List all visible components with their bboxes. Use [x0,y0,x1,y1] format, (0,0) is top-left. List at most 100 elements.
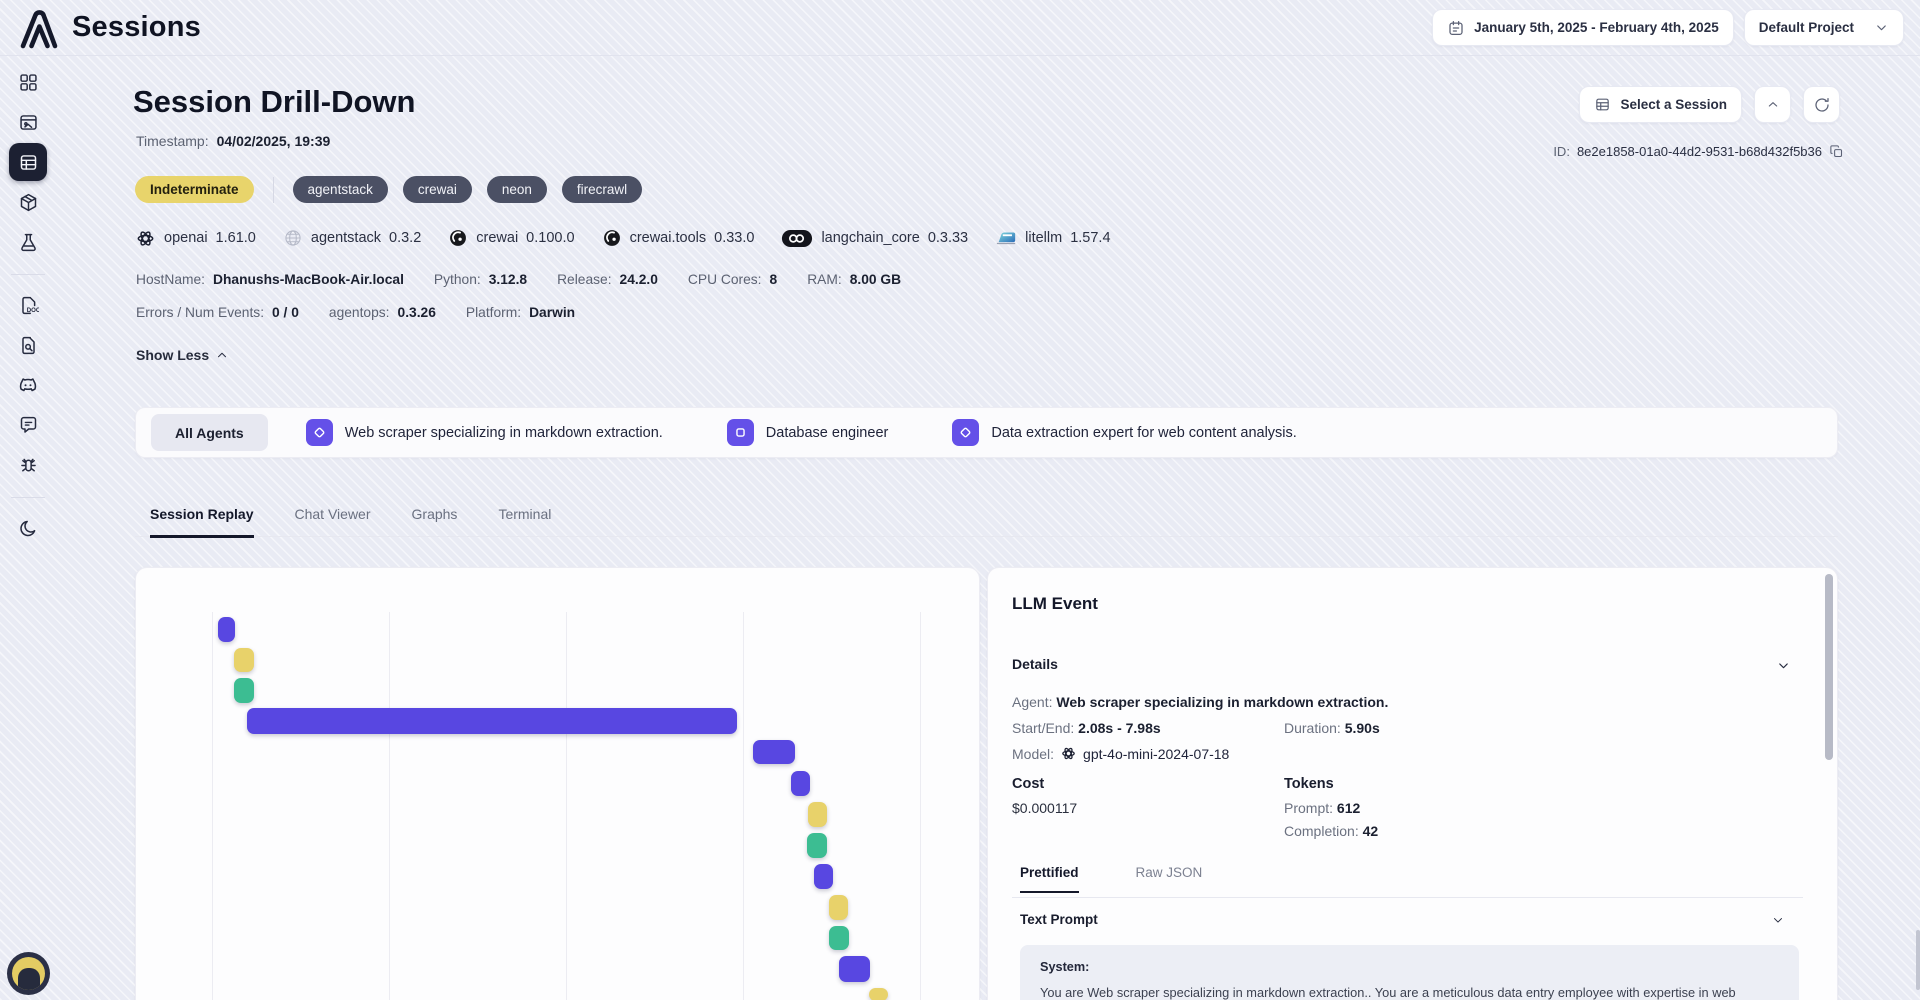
gantt-gridline [389,612,390,1000]
tab-raw-json[interactable]: Raw JSON [1135,865,1203,880]
package-name: litellm [1025,230,1063,246]
sidebar-item-docs[interactable]: DOC [9,286,47,324]
project-select-label: Default Project [1758,20,1854,35]
gantt-gridline [743,612,744,1000]
agentops-logo [16,5,62,51]
moon-icon [18,518,39,539]
gantt-event-bar[interactable] [829,926,849,950]
dark-mode-toggle[interactable] [9,509,47,547]
tab-terminal[interactable]: Terminal [498,506,552,522]
file-search-icon [18,335,39,356]
prompt-tokens-row: Prompt: 612 [1284,800,1360,816]
tabs-underline [135,536,1838,537]
gantt-gridline [212,612,213,1000]
package-version: 1.57.4 [1070,230,1111,246]
session-replay-gantt [135,567,980,1000]
select-session-label: Select a Session [1620,97,1727,112]
sidebar-item-bug-report[interactable] [9,446,47,484]
window-scrollbar[interactable] [1916,930,1920,990]
sidebar-item-overview[interactable] [9,63,47,101]
package-openai: openai 1.61.0 [135,228,256,249]
chevrons-up-icon [1765,97,1781,113]
sessions-table-icon [18,152,39,173]
sidebar-item-discord[interactable] [9,366,47,404]
package-name: openai [164,230,208,246]
gantt-event-bar[interactable] [807,833,827,858]
gantt-event-bar[interactable] [829,895,848,920]
select-session-button[interactable]: Select a Session [1579,86,1742,123]
grid-icon [18,72,39,93]
text-prompt-collapse-chevron-icon[interactable] [1771,913,1785,927]
sidebar-item-sessions[interactable] [9,143,47,181]
tag[interactable]: agentstack [292,176,388,203]
tag[interactable]: firecrawl [561,176,643,203]
collapse-button[interactable] [1754,86,1791,123]
agent-row: Agent: Web scraper specializing in markd… [1012,694,1388,710]
gantt-event-bar[interactable] [808,802,827,827]
event-panel-scrollbar[interactable] [1825,574,1833,760]
sidebar-item-projects[interactable] [9,103,47,141]
window-image-icon [18,112,39,133]
sidebar-item-feedback[interactable] [9,406,47,444]
agent-diamond-icon [952,419,980,446]
refresh-icon [1813,96,1831,114]
agent-square-icon [726,419,754,446]
gantt-event-bar[interactable] [234,648,254,672]
gantt-event-bar[interactable] [218,617,235,642]
ram-label: RAM: [807,272,842,287]
sidebar-item-evals[interactable] [9,223,47,261]
duration-label: Duration: [1284,720,1341,736]
flask-icon [18,232,39,253]
model-value: gpt-4o-mini-2024-07-18 [1083,745,1230,762]
show-less-toggle[interactable]: Show Less [136,347,229,363]
timestamp-value: 04/02/2025, 19:39 [216,133,331,149]
details-collapse-chevron-icon[interactable] [1776,658,1791,673]
gantt-event-bar[interactable] [869,988,888,1000]
project-select[interactable]: Default Project [1743,9,1904,46]
tab-prettified[interactable]: Prettified [1020,865,1079,893]
package-crewai-tools: crewai.tools 0.33.0 [602,228,755,248]
sidebar-item-packages[interactable] [9,183,47,221]
gantt-event-bar[interactable] [814,864,833,889]
status-badge[interactable]: Indeterminate [135,176,254,203]
package-version: 0.3.2 [389,230,422,246]
user-avatar[interactable] [7,952,50,995]
timestamp-label: Timestamp: [136,133,209,149]
tab-chat-viewer[interactable]: Chat Viewer [294,506,371,522]
cost-value: $0.000117 [1012,800,1078,816]
chevron-up-icon [215,348,229,362]
agent-filter-web-scraper[interactable]: Web scraper specializing in markdown ext… [305,419,663,446]
package-version: 0.33.0 [714,230,755,246]
all-agents-chip[interactable]: All Agents [151,414,268,451]
completion-value: 42 [1362,823,1379,839]
ram-value: 8.00 GB [849,272,902,287]
gantt-event-bar[interactable] [791,771,810,796]
show-less-label: Show Less [136,347,210,363]
openai-icon [1060,745,1077,762]
gantt-event-bar[interactable] [839,956,870,982]
tag[interactable]: neon [486,176,547,203]
gantt-event-bar[interactable] [234,678,254,703]
gantt-gridline [566,612,567,1000]
system-prompt-text: You are Web scraper specializing in mark… [1040,985,1736,1000]
release-value: 24.2.0 [619,272,658,287]
session-id-value: 8e2e1858-01a0-44d2-9531-b68d432f5b36 [1576,144,1822,159]
tab-graphs[interactable]: Graphs [411,506,458,522]
start-end-value: 2.08s - 7.98s [1078,720,1161,736]
payload-view-tabs: Prettified Raw JSON [1020,865,1202,893]
tab-session-replay[interactable]: Session Replay [150,506,254,538]
tag[interactable]: crewai [402,176,472,203]
tags-divider [272,176,274,203]
package-litellm: litellm 1.57.4 [995,230,1111,246]
agent-filter-database-engineer[interactable]: Database engineer [726,419,888,446]
duration-value: 5.90s [1344,720,1380,736]
copy-icon[interactable] [1829,144,1844,159]
refresh-button[interactable] [1803,86,1840,123]
package-name: crewai.tools [629,230,707,246]
gantt-event-bar[interactable] [247,708,737,734]
date-range-picker[interactable]: January 5th, 2025 - February 4th, 2025 [1432,9,1734,46]
gantt-event-bar[interactable] [753,740,795,764]
sidebar-item-logs[interactable] [9,326,47,364]
agent-filter-data-extraction[interactable]: Data extraction expert for web content a… [952,419,1297,446]
